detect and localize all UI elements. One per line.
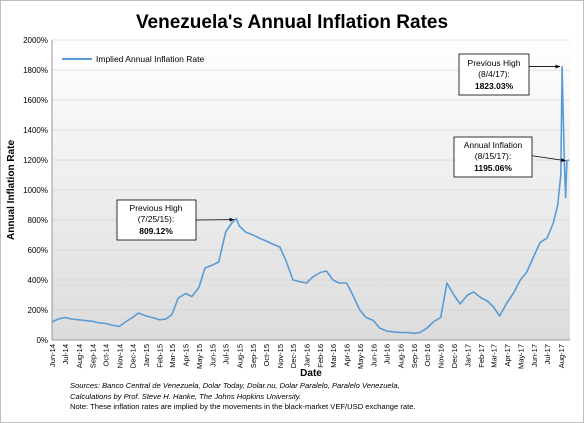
x-tick-label: Jun-16 [369, 344, 378, 367]
arrowhead [555, 64, 561, 69]
x-tick-label: Jun-15 [209, 344, 218, 367]
legend: Implied Annual Inflation Rate [62, 54, 204, 64]
x-tick-label: Aug-14 [75, 344, 84, 368]
x-tick-label: Jun-14 [48, 344, 57, 367]
annotation-arrow [531, 155, 566, 162]
source-line-1: Sources: Banco Central de Venezuela, Dol… [70, 381, 400, 390]
x-tick-label: Nov-14 [115, 344, 124, 368]
x-axis-label: Date [300, 368, 322, 379]
y-tick-label: 1600% [23, 96, 48, 105]
x-tick-label: May-15 [195, 344, 204, 369]
annotation-title: Annual Inflation [464, 140, 523, 150]
y-tick-label: 1400% [23, 126, 48, 135]
x-tick-label: Feb-17 [477, 344, 486, 368]
annotation-value: 1195.06% [474, 163, 512, 173]
annotation-previous-high-2015: Previous High (7/25/15): 809.12% [116, 199, 235, 241]
x-tick-label: Aug-16 [396, 344, 405, 368]
x-tick-label: Mar-15 [168, 344, 177, 368]
arrowhead [229, 217, 235, 222]
x-tick-label: Jun-17 [530, 344, 539, 367]
annotation-current-inflation: Annual Inflation (8/15/17): 1195.06% [453, 136, 566, 178]
annotation-title: Previous High [468, 58, 521, 68]
x-tick-label: Nov-15 [276, 344, 285, 368]
annotation-date: (8/4/17): [478, 69, 510, 79]
x-tick-label: Oct-16 [423, 344, 432, 367]
y-tick-label: 400% [28, 276, 48, 285]
y-tick-label: 800% [28, 216, 48, 225]
annotation-date: (8/15/17): [475, 151, 511, 161]
y-tick-label: 200% [28, 306, 48, 315]
x-tick-label: Apr-16 [343, 344, 352, 367]
x-tick-label: May-16 [356, 344, 365, 369]
annotation-title: Previous High [130, 203, 183, 213]
annotation-previous-high-2017: Previous High (8/4/17): 1823.03% [458, 53, 561, 96]
x-tick-label: Mar-17 [489, 344, 498, 368]
annotation-value: 809.12% [139, 226, 173, 236]
annotation-value: 1823.03% [475, 81, 514, 91]
legend-label: Implied Annual Inflation Rate [96, 54, 204, 64]
x-tick-label: Dec-14 [128, 344, 137, 368]
y-tick-label: 2000% [23, 36, 48, 45]
source-line-2: Calculations by Prof. Steve H. Hanke, Th… [70, 392, 302, 401]
chart-note: Note: These inflation rates are implied … [70, 402, 416, 411]
x-tick-label: Aug-15 [235, 344, 244, 368]
x-tick-label: Feb-15 [156, 344, 165, 368]
y-tick-label: 1800% [23, 66, 48, 75]
annotation-date: (7/25/15): [138, 214, 174, 224]
y-tick-label: 1000% [23, 186, 48, 195]
chart-title: Venezuela's Annual Inflation Rates [135, 12, 449, 33]
x-tick-label: Oct-14 [102, 344, 111, 367]
y-tick-label: 0% [36, 336, 48, 345]
x-tick-label: Jul-15 [222, 344, 231, 364]
x-tick-label: Jul-14 [61, 344, 70, 364]
x-tick-label: Dec-15 [289, 344, 298, 368]
x-tick-label: Mar-16 [329, 344, 338, 368]
x-tick-label: Sep-16 [410, 344, 419, 368]
x-tick-label: Apr-17 [503, 344, 512, 367]
y-axis-label: Annual Inflation Rate [6, 140, 17, 240]
x-tick-label: Nov-16 [437, 344, 446, 368]
source-citation: Sources: Banco Central de Venezuela, Dol… [70, 380, 400, 402]
x-tick-label: Jan-16 [303, 344, 312, 367]
x-tick-label: Jan-17 [464, 344, 473, 367]
x-tick-label: Jul-17 [543, 344, 552, 364]
x-tick-label: Sep-14 [88, 344, 97, 368]
x-tick-label: Dec-16 [450, 344, 459, 368]
x-tick-label: Apr-15 [182, 344, 191, 367]
x-tick-label: Jul-16 [383, 344, 392, 364]
series-line-implied-inflation [51, 65, 570, 335]
x-tick-label: Oct-15 [262, 344, 271, 367]
y-tick-label: 1200% [23, 156, 48, 165]
y-tick-label: 600% [28, 246, 48, 255]
arrowhead [561, 158, 566, 162]
x-tick-label: Aug-17 [557, 344, 566, 368]
x-tick-label: Jan-15 [142, 344, 151, 367]
x-tick-label: May-17 [516, 344, 525, 369]
x-tick-label: Sep-15 [249, 344, 258, 368]
x-tick-label: Feb-16 [316, 344, 325, 368]
